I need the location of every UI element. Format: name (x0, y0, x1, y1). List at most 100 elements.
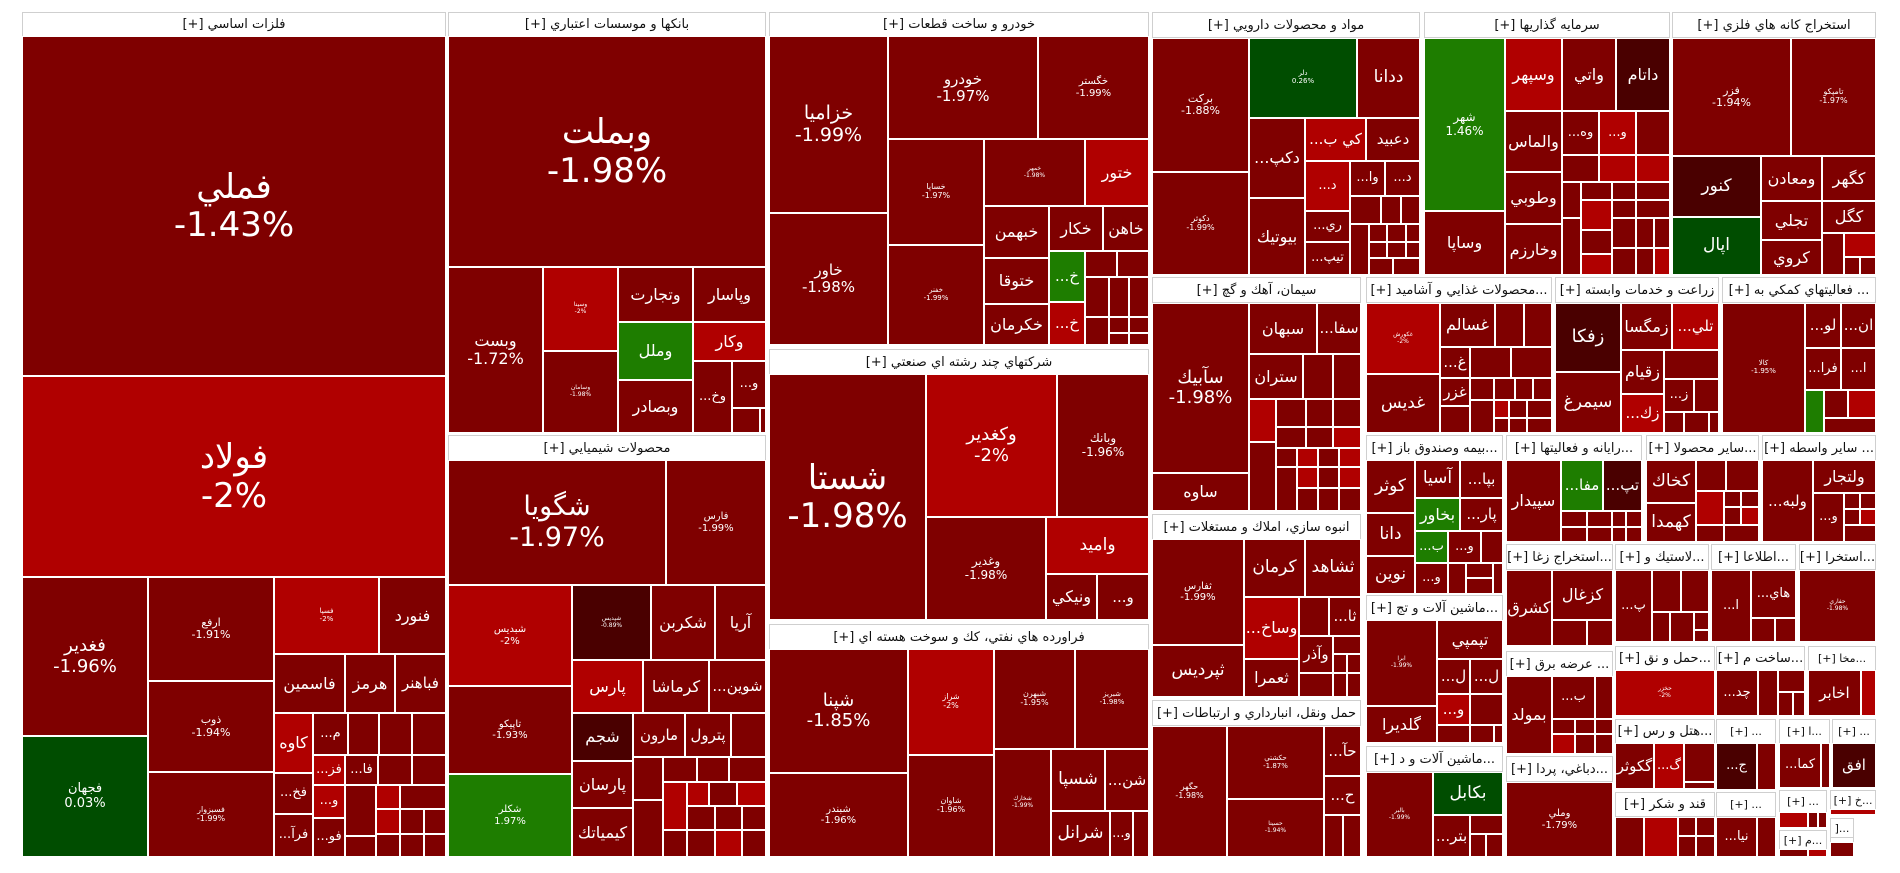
stock-tile-small[interactable] (1844, 257, 1860, 275)
stock-tile-small[interactable] (1299, 673, 1333, 697)
stock-tile[interactable]: ختوقا (984, 258, 1049, 304)
stock-tile[interactable]: ثپرديس (1152, 645, 1244, 697)
stock-tile-small[interactable] (663, 830, 687, 857)
stock-tile-small[interactable] (1562, 182, 1581, 218)
stock-tile-small[interactable] (1369, 258, 1393, 275)
stock-tile-small[interactable] (1581, 182, 1612, 200)
stock-tile[interactable]: كروي (1761, 240, 1822, 275)
stock-tile-small[interactable] (1595, 719, 1613, 734)
sector-header[interactable]: استخراج كانه هاي فلزي [+] (1673, 13, 1875, 38)
stock-tile-small[interactable] (1297, 448, 1318, 467)
stock-tile-small[interactable] (1470, 834, 1486, 857)
stock-tile-small[interactable] (1741, 507, 1759, 525)
stock-tile[interactable]: شهر 1.46% (1424, 38, 1505, 211)
stock-tile[interactable]: شخارك -1.99% (994, 749, 1051, 857)
stock-tile-small[interactable] (1466, 563, 1493, 578)
stock-tile-small[interactable] (1527, 400, 1552, 418)
stock-tile-small[interactable] (1779, 849, 1808, 857)
stock-tile-small[interactable] (633, 800, 663, 857)
stock-tile[interactable]: و... (1448, 531, 1481, 563)
sector-header[interactable]: ... [+] (1780, 791, 1826, 813)
stock-tile[interactable]: حسينا -1.94% (1227, 799, 1324, 857)
stock-tile-small[interactable] (1494, 378, 1515, 400)
stock-tile[interactable]: فو... (313, 818, 345, 857)
sector-header[interactable]: زراعت و خدمات وابسته [+] (1556, 278, 1718, 303)
stock-tile[interactable]: تيپ... (1305, 242, 1350, 275)
stock-tile[interactable]: خزاميا -1.99% (769, 36, 888, 213)
stock-tile-small[interactable] (1636, 200, 1670, 218)
sector-header[interactable]: قند و شكر [+] (1616, 793, 1714, 817)
sector-header[interactable]: خودرو و ساخت قطعات [+] (770, 13, 1148, 37)
stock-tile-small[interactable] (376, 785, 400, 809)
stock-tile[interactable]: پارسان (572, 761, 633, 808)
sector-header[interactable]: ...ساير محصولا [+] (1647, 436, 1758, 461)
stock-tile[interactable]: مفا... (1561, 460, 1603, 511)
stock-tile-small[interactable] (345, 785, 376, 836)
stock-tile-small[interactable] (1470, 378, 1494, 400)
stock-tile[interactable]: شاوان -1.96% (908, 755, 994, 857)
stock-tile[interactable]: و... (313, 785, 345, 818)
sector-header[interactable]: فراورده هاي نفتي، كك و سوخت هسته اي [+] (770, 625, 1148, 650)
stock-tile-small[interactable] (1350, 196, 1381, 224)
stock-tile-small[interactable] (1615, 817, 1644, 857)
sector-header[interactable]: ...استخراج زغا [+] (1507, 545, 1612, 570)
stock-tile-small[interactable] (1318, 448, 1339, 467)
stock-tile[interactable]: وبانك -1.96% (1057, 374, 1149, 517)
stock-tile-small[interactable] (1684, 743, 1715, 782)
stock-tile-small[interactable] (1595, 734, 1613, 754)
stock-tile[interactable]: ح... (1324, 776, 1361, 815)
stock-tile-small[interactable] (1678, 836, 1696, 857)
stock-tile-small[interactable] (1861, 670, 1876, 716)
stock-tile[interactable]: ومعادن (1761, 156, 1822, 201)
stock-tile-small[interactable] (1085, 277, 1109, 317)
stock-tile-small[interactable] (1830, 809, 1876, 815)
stock-tile[interactable]: ثشاهد (1305, 539, 1361, 597)
stock-tile-small[interactable] (1612, 511, 1626, 527)
stock-tile[interactable]: زمگسا (1621, 303, 1672, 350)
stock-tile[interactable]: نوين (1366, 556, 1415, 594)
stock-tile[interactable]: فنورد (379, 577, 446, 654)
stock-tile-small[interactable] (1636, 182, 1670, 200)
stock-tile-small[interactable] (1824, 390, 1848, 418)
stock-tile[interactable]: فغدير -1.96% (22, 577, 148, 736)
stock-tile-small[interactable] (376, 834, 400, 857)
stock-tile[interactable]: م... (313, 713, 348, 755)
stock-tile[interactable]: خساپا -1.97% (888, 139, 984, 245)
sector-header[interactable]: ...لاستيك و [+] (1616, 545, 1708, 570)
stock-tile-small[interactable] (1779, 812, 1808, 828)
sector-header[interactable]: ...حمل و نق [+] (1616, 647, 1714, 671)
stock-tile-small[interactable] (1109, 317, 1129, 333)
stock-tile-small[interactable] (1133, 811, 1149, 857)
stock-tile-small[interactable] (1493, 563, 1503, 594)
stock-tile[interactable]: بتر... (1433, 815, 1470, 857)
stock-tile[interactable]: كي ب... (1305, 118, 1366, 161)
sector-header[interactable]: ...هتل و رس [+] (1616, 720, 1714, 744)
sector-header[interactable]: انبوه سازي، املاك و مستغلات [+] (1153, 515, 1360, 540)
stock-tile-small[interactable] (1612, 248, 1636, 275)
stock-tile-small[interactable] (1369, 242, 1387, 258)
stock-tile-small[interactable] (1636, 155, 1670, 182)
stock-tile[interactable]: پترول (685, 713, 731, 757)
stock-tile-small[interactable] (1406, 224, 1420, 242)
stock-tile[interactable]: خكرمان (984, 304, 1049, 345)
stock-tile-small[interactable] (1561, 511, 1587, 527)
stock-tile-small[interactable] (1575, 734, 1595, 754)
stock-tile-small[interactable] (1509, 418, 1527, 433)
stock-tile[interactable]: كوثر (1366, 460, 1415, 513)
stock-tile-small[interactable] (1466, 578, 1493, 594)
stock-tile-small[interactable] (1741, 491, 1759, 507)
stock-tile-small[interactable] (1626, 527, 1642, 542)
sector-header[interactable]: ...ا [+] (1780, 720, 1829, 744)
stock-tile[interactable]: كرماشا (643, 660, 709, 713)
stock-tile[interactable]: تلي... (1672, 303, 1719, 350)
stock-tile[interactable]: شراز -2% (908, 649, 994, 755)
stock-tile-small[interactable] (1587, 527, 1612, 542)
stock-tile-small[interactable] (715, 830, 742, 857)
stock-tile[interactable]: فخ... (274, 773, 313, 814)
stock-tile[interactable]: خودرو -1.97% (888, 36, 1038, 139)
stock-tile[interactable]: شن... (1105, 749, 1149, 811)
stock-tile[interactable]: بركت -1.88% (1152, 38, 1249, 172)
stock-tile[interactable]: وخ... (693, 361, 732, 433)
stock-tile-small[interactable] (1533, 378, 1552, 400)
stock-tile[interactable]: هاي... (1751, 570, 1796, 618)
